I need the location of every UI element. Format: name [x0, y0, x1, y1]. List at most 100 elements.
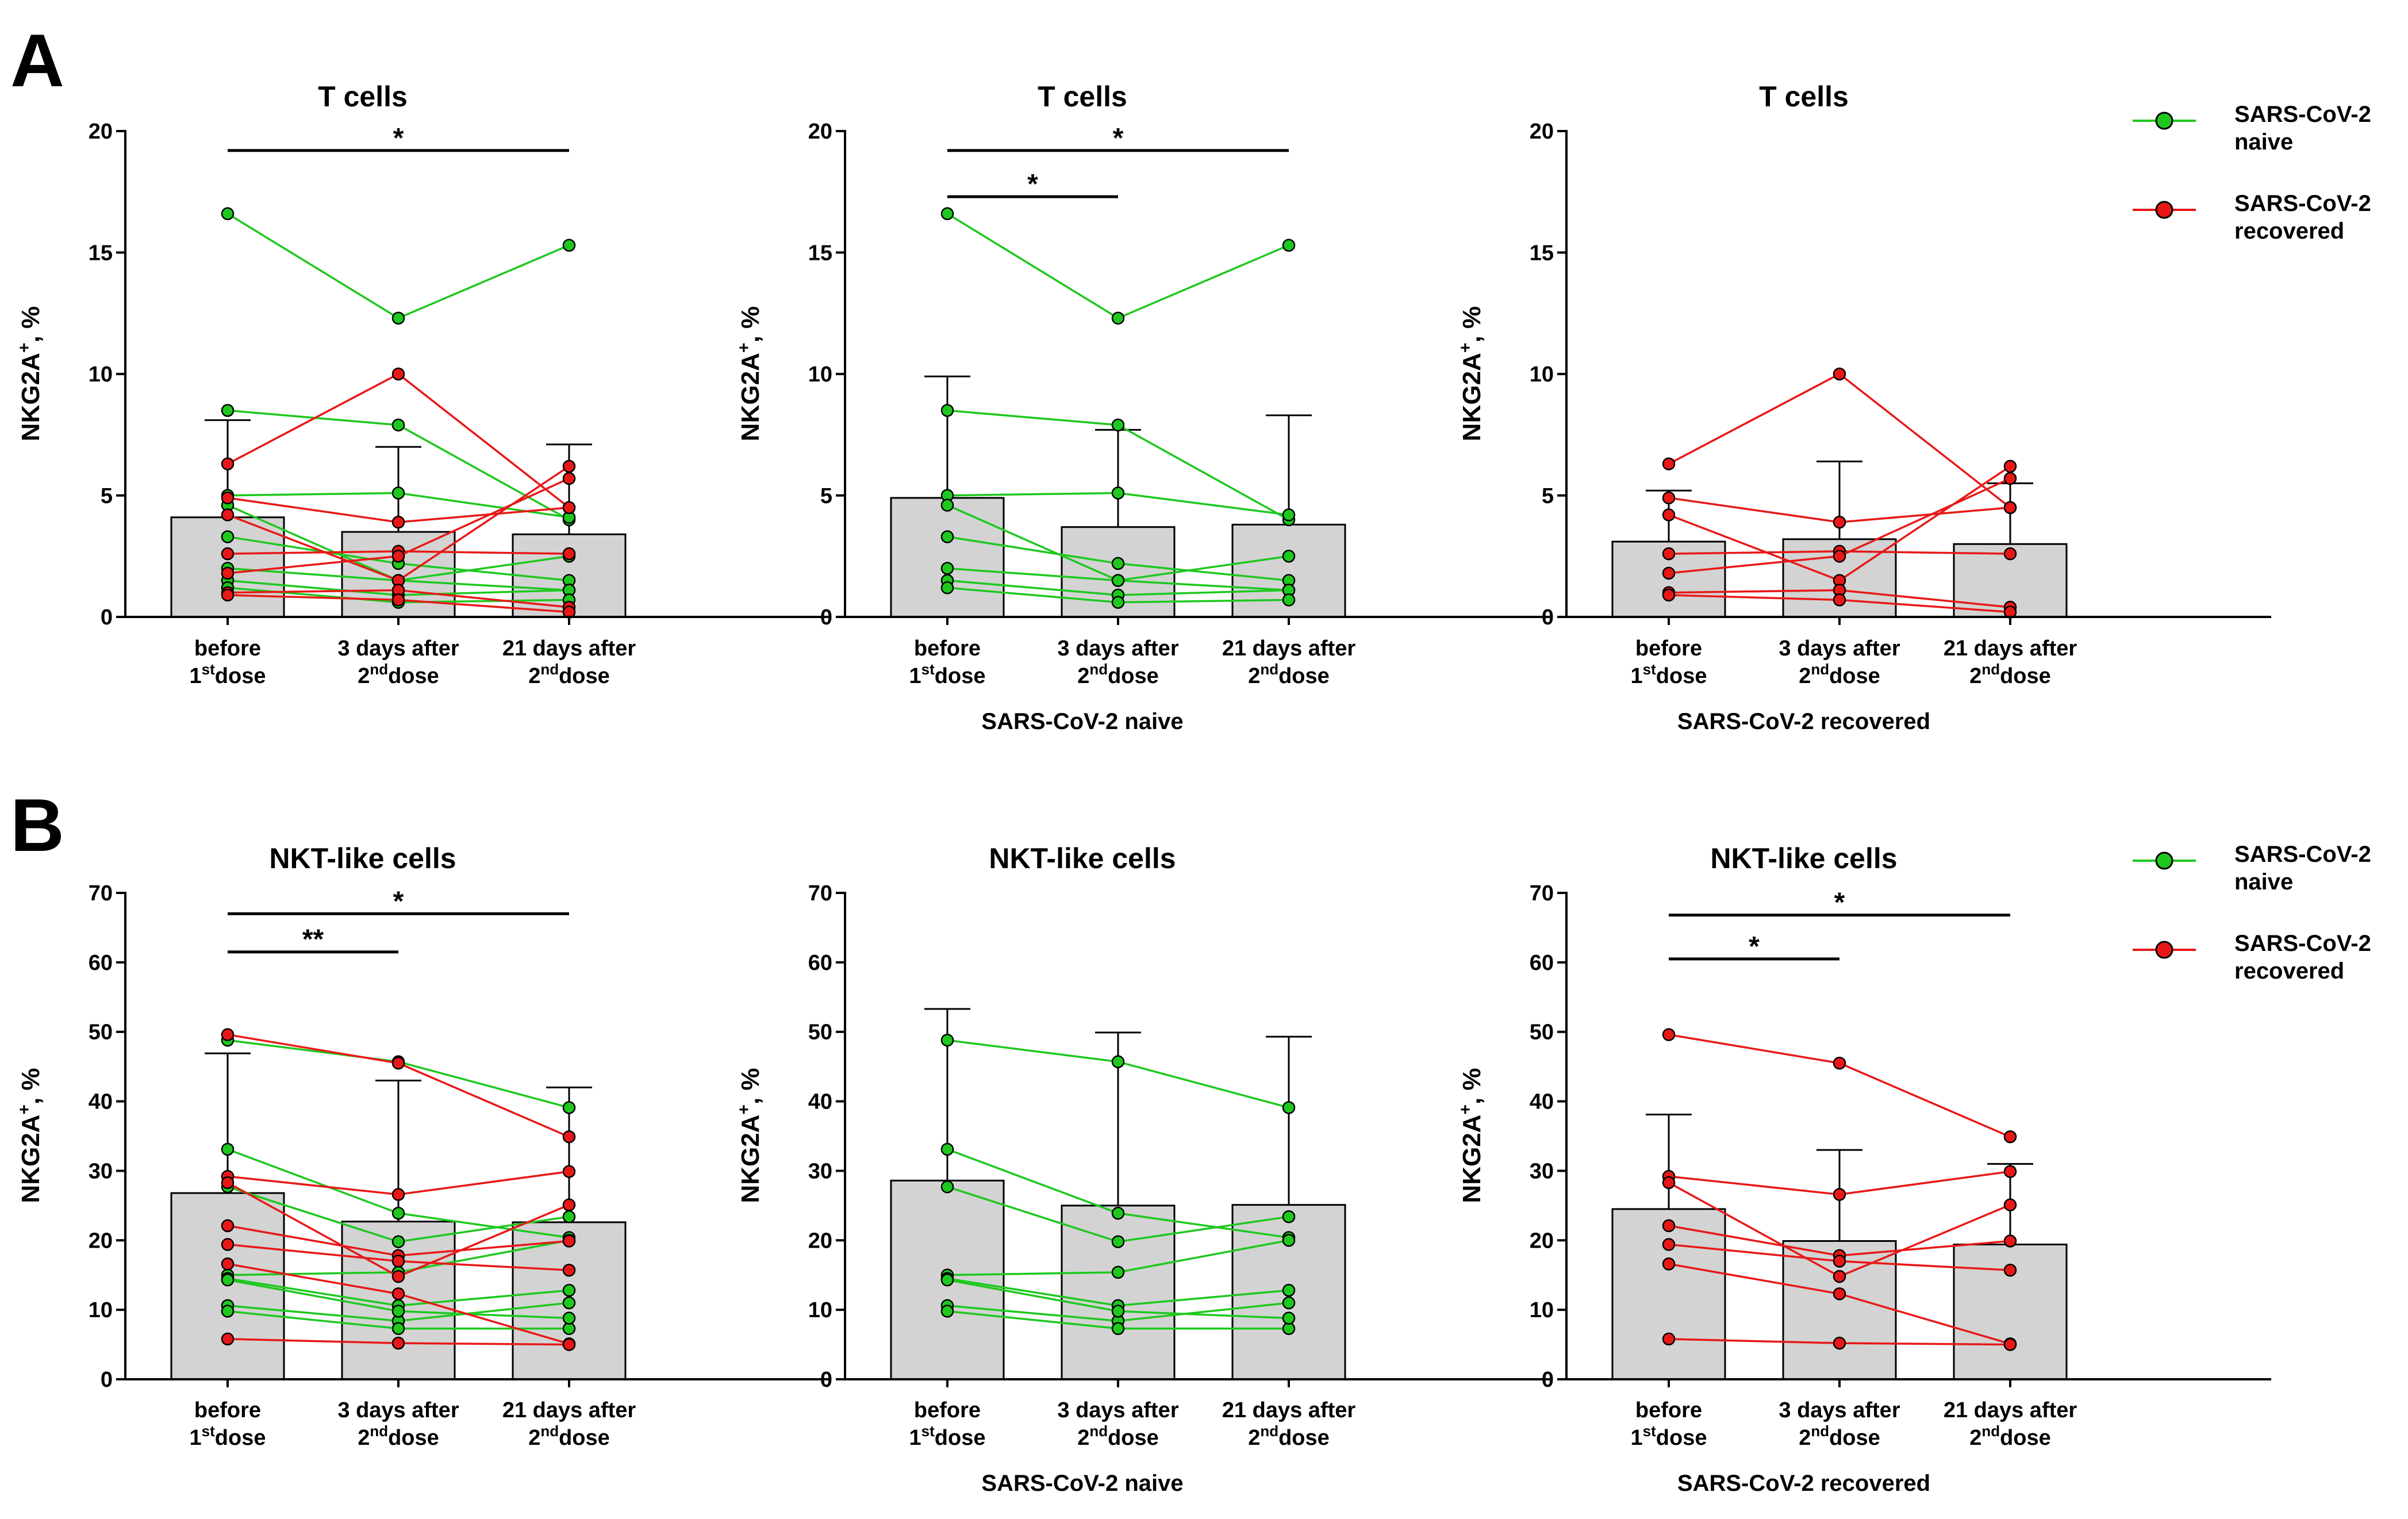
y-tick-label: 0 [101, 605, 113, 630]
data-point-naive [1111, 1055, 1125, 1068]
data-point-recovered [562, 1338, 576, 1351]
data-point-recovered [221, 457, 235, 471]
x-axis-title: SARS-CoV-2 recovered [1677, 709, 1930, 734]
data-point-naive [1111, 596, 1125, 609]
data-point-naive [1111, 486, 1125, 500]
data-point-recovered [1833, 515, 1846, 529]
chart-title: NKT-like cells [1710, 842, 1897, 874]
data-point-recovered [1662, 1257, 1676, 1271]
data-point-naive [940, 498, 954, 512]
data-point-recovered [391, 515, 405, 529]
bar [1061, 1205, 1176, 1380]
y-tick-label: 50 [808, 1021, 832, 1045]
y-tick-label: 60 [1530, 951, 1554, 975]
chart-4: NKT-like cells NKG2A+, % 0 10 20 30 40 50 60 70 be… [15, 842, 830, 1450]
legend-marker-recovered [2155, 941, 2173, 959]
data-point-recovered [221, 491, 235, 505]
data-point-naive [1282, 1311, 1296, 1325]
y-tick-label: 60 [89, 951, 113, 975]
legend-label-line1: SARS-CoV-2 [2234, 931, 2371, 956]
x-tick-label: 21 days after [1944, 1398, 2077, 1422]
y-axis-label: NKG2A+, % [1456, 306, 1487, 441]
data-point-recovered [391, 1336, 405, 1350]
data-point-naive [562, 1210, 576, 1223]
data-point-recovered [562, 1165, 576, 1178]
data-point-naive [221, 1273, 235, 1287]
data-point-recovered [221, 1219, 235, 1233]
y-tick-label: 0 [820, 605, 832, 630]
data-point-recovered [1833, 1056, 1846, 1070]
data-point-naive [1111, 1305, 1125, 1318]
data-point-naive [562, 239, 576, 252]
data-point-recovered [2003, 1198, 2017, 1211]
x-tick-label: before [914, 1398, 981, 1422]
data-point-recovered [221, 1176, 235, 1190]
y-tick-label: 10 [808, 1298, 832, 1322]
legend-marker-naive [2155, 112, 2173, 130]
y-axis-label: NKG2A+, % [15, 306, 45, 441]
data-point-recovered [562, 1234, 576, 1248]
data-point-naive [940, 1033, 954, 1047]
data-point-naive [940, 581, 954, 594]
y-tick-label: 50 [1530, 1021, 1554, 1045]
data-point-recovered [2003, 459, 2017, 473]
y-tick-label: 10 [89, 1298, 113, 1322]
data-point-recovered [1662, 588, 1676, 602]
x-tick-label-dose: 2nddose [1248, 661, 1330, 688]
data-point-recovered [221, 1257, 235, 1271]
significance-label: * [393, 123, 404, 154]
legends: SARS-CoV-2naiveSARS-CoV-2recoveredSARS-C… [2133, 102, 2371, 984]
data-point-recovered [2003, 1264, 2017, 1277]
data-point-recovered [221, 1332, 235, 1346]
legend-marker-naive [2155, 851, 2173, 870]
data-point-naive [1282, 1234, 1296, 1247]
y-axis-label: NKG2A+, % [735, 1068, 765, 1203]
data-point-naive [1111, 312, 1125, 325]
y-tick-label: 20 [808, 1229, 832, 1253]
data-point-recovered [562, 1198, 576, 1211]
data-point-naive [940, 530, 954, 543]
data-point-recovered [1662, 457, 1676, 471]
data-point-naive [562, 1284, 576, 1297]
data-point-recovered [562, 1264, 576, 1277]
x-tick-label: 3 days after [1779, 636, 1900, 661]
data-point-recovered [391, 367, 405, 381]
data-point-recovered [1662, 1176, 1676, 1190]
data-point-recovered [1662, 547, 1676, 561]
x-tick-label-dose: 2nddose [1077, 1422, 1159, 1450]
data-point-naive [940, 562, 954, 575]
data-point-naive [940, 207, 954, 220]
significance-label: * [1834, 888, 1845, 918]
data-point-recovered [2003, 1234, 2017, 1248]
y-tick-label: 0 [820, 1368, 832, 1392]
data-point-recovered [1662, 1332, 1676, 1346]
y-tick-label: 15 [1530, 241, 1554, 265]
legend-label-line2: naive [2234, 869, 2293, 895]
panel-label-a: A [10, 18, 64, 102]
data-point-naive [1111, 1206, 1125, 1220]
data-point-recovered [1662, 1219, 1676, 1233]
y-tick-label: 0 [1542, 605, 1554, 630]
y-tick-label: 70 [808, 881, 832, 906]
y-axis-label: NKG2A+, % [15, 1068, 45, 1203]
data-point-recovered [562, 501, 576, 515]
y-tick-label: 20 [1530, 1229, 1554, 1253]
y-axis-label: NKG2A+, % [735, 306, 765, 441]
data-point-recovered [1833, 1188, 1846, 1201]
y-tick-label: 5 [1542, 484, 1554, 508]
data-point-naive [1111, 1265, 1125, 1279]
x-tick-label-dose: 1stdose [190, 1422, 266, 1450]
x-tick-label: 21 days after [502, 636, 636, 661]
data-point-naive [940, 1273, 954, 1287]
data-point-naive [1282, 1296, 1296, 1310]
bar [1611, 1208, 1726, 1380]
data-point-recovered [562, 459, 576, 473]
series-line-naive [227, 213, 570, 320]
data-point-naive [1111, 1322, 1125, 1336]
legend-marker-recovered [2155, 201, 2173, 219]
y-tick-label: 60 [808, 951, 832, 975]
x-tick-label: 21 days after [502, 1398, 636, 1422]
chart-title: NKT-like cells [269, 842, 456, 874]
x-tick-label-dose: 2nddose [358, 1422, 439, 1450]
